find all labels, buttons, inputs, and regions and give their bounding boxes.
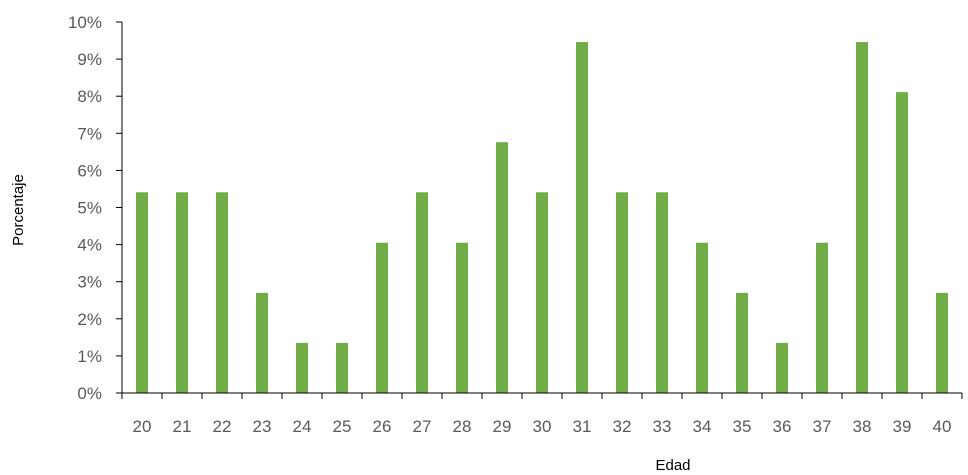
x-tick-label: 23 <box>253 417 272 436</box>
x-tick-label: 38 <box>853 417 872 436</box>
y-tick-label: 6% <box>77 161 102 180</box>
x-tick-label: 33 <box>653 417 672 436</box>
y-tick-label: 10% <box>68 13 102 32</box>
bar-25 <box>336 342 348 393</box>
x-tick-label: 27 <box>413 417 432 436</box>
x-tick-label: 29 <box>493 417 512 436</box>
y-tick-label: 9% <box>77 50 102 69</box>
bar-24 <box>296 342 308 393</box>
x-axis-title: Edad <box>655 457 690 474</box>
x-tick-label: 25 <box>333 417 352 436</box>
bar-39 <box>896 92 908 393</box>
y-axis-title: Porcentaje <box>10 174 27 246</box>
y-tick-label: 7% <box>77 124 102 143</box>
x-tick-label: 37 <box>813 417 832 436</box>
bar-33 <box>656 192 668 393</box>
y-tick-label: 2% <box>77 310 102 329</box>
bar-21 <box>176 192 188 393</box>
x-tick-label: 20 <box>133 417 152 436</box>
x-tick-label: 24 <box>293 417 312 436</box>
bar-28 <box>456 242 468 393</box>
x-tick-label: 39 <box>893 417 912 436</box>
bar-29 <box>496 142 508 393</box>
y-tick-label: 4% <box>77 236 102 255</box>
y-tick-label: 8% <box>77 87 102 106</box>
x-tick-label: 26 <box>373 417 392 436</box>
x-tick-label: 31 <box>573 417 592 436</box>
bar-40 <box>936 292 948 393</box>
x-tick-label: 40 <box>933 417 952 436</box>
x-tick-label: 22 <box>213 417 232 436</box>
x-tick-label: 28 <box>453 417 472 436</box>
axes-group <box>116 21 963 399</box>
x-tick-label: 32 <box>613 417 632 436</box>
bar-30 <box>536 192 548 393</box>
bar-36 <box>776 342 788 393</box>
y-tick-label: 5% <box>77 199 102 218</box>
bar-20 <box>136 192 148 393</box>
x-tick-label: 34 <box>693 417 712 436</box>
bars-group <box>136 42 948 394</box>
bar-35 <box>736 292 748 393</box>
x-tick-label: 36 <box>773 417 792 436</box>
bar-31 <box>576 42 588 394</box>
x-tick-label: 30 <box>533 417 552 436</box>
bar-22 <box>216 192 228 393</box>
bar-23 <box>256 292 268 393</box>
bar-37 <box>816 242 828 393</box>
bar-32 <box>616 192 628 393</box>
bar-38 <box>856 42 868 394</box>
y-tick-label: 0% <box>77 384 102 403</box>
y-tick-label: 3% <box>77 273 102 292</box>
x-tick-labels: 20 21 22 23 24 25 26 27 28 29 30 31 32 33 34 35 36 37 38 39… <box>133 417 952 436</box>
bar-27 <box>416 192 428 393</box>
bar-26 <box>376 242 388 393</box>
bar-34 <box>696 242 708 393</box>
y-tick-label: 1% <box>77 347 102 366</box>
x-tick-label: 21 <box>173 417 192 436</box>
y-tick-labels: 0% 1% 2% 3% 4% 5% 6% 7% 8% 9% 10% <box>68 13 102 403</box>
x-tick-label: 35 <box>733 417 752 436</box>
